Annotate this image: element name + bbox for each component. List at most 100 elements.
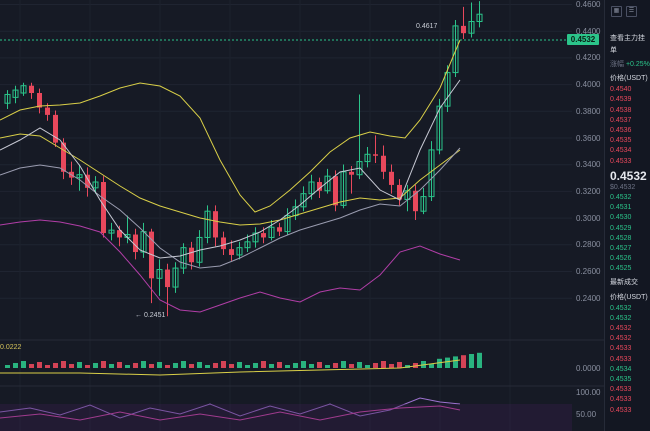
price-axis-label: 0.3000 <box>576 213 601 223</box>
volume-bar <box>317 362 322 368</box>
volume-bar <box>37 362 42 368</box>
price-axis-label: 0.4600 <box>576 0 601 9</box>
volume-bar <box>269 364 274 368</box>
bid-price-row[interactable]: 0.4526 <box>610 255 632 263</box>
price-axis-label: 0.3600 <box>576 133 601 143</box>
price-axis-label: 0.2400 <box>576 293 601 303</box>
price-axis-label: 0.4200 <box>576 53 601 63</box>
volume-bar <box>165 365 170 368</box>
volume-bar <box>229 364 234 368</box>
volume-bar <box>101 361 106 368</box>
low-annotation: ← 0.2451 <box>135 312 166 319</box>
oscillator-fill <box>0 404 572 431</box>
trade-row: 0.4532 <box>610 314 632 322</box>
candle-body <box>476 13 483 23</box>
trade-row: 0.4532 <box>610 304 632 312</box>
order-book-header[interactable]: 查看主力挂单 <box>610 35 645 54</box>
bid-price-row[interactable]: 0.4528 <box>610 234 632 242</box>
price-axis-label: 0.2800 <box>576 240 601 250</box>
ask-price-row[interactable]: 0.4539 <box>610 96 632 104</box>
ask-price-row[interactable]: 0.4534 <box>610 147 632 155</box>
oscillator-line <box>0 397 461 419</box>
candle-body <box>76 174 83 179</box>
order-book-panel: ▦ ☰ 查看主力挂单 涨幅 +0.25% 价格(USDT) 0.4540 0.45… <box>604 0 650 431</box>
candle-body <box>364 153 371 163</box>
bid-price-row[interactable]: 0.4532 <box>610 194 632 202</box>
candle-body <box>284 215 291 233</box>
candle-body <box>37 93 42 108</box>
osc-axis-label-mid: 50.00 <box>576 410 597 419</box>
candle-body <box>413 190 418 212</box>
high-annotation: 0.4617 <box>416 23 438 30</box>
volume-bar <box>77 362 82 368</box>
trade-row: 0.4533 <box>610 396 632 404</box>
volume-bar <box>197 362 202 368</box>
list-icon[interactable]: ☰ <box>626 6 637 17</box>
volume-bar <box>117 362 122 368</box>
candle-body <box>389 171 394 185</box>
candle-body <box>108 229 115 234</box>
bid-price-row[interactable]: 0.4531 <box>610 204 632 212</box>
volume-bar <box>29 364 34 368</box>
current-price-tag: 0.4532 <box>567 34 599 45</box>
volume-bar <box>453 356 458 368</box>
candle-body <box>165 269 170 288</box>
volume-bar <box>157 362 162 368</box>
volume-bar <box>141 361 146 368</box>
volume-ma-line <box>0 359 461 376</box>
candle-body <box>277 227 282 232</box>
trade-row: 0.4535 <box>610 376 632 384</box>
volume-bar <box>373 363 378 368</box>
ask-price-row[interactable]: 0.4538 <box>610 106 632 114</box>
candle-body <box>461 25 466 34</box>
ask-price-row[interactable]: 0.4533 <box>610 157 632 165</box>
candle-body <box>444 72 451 107</box>
volume-bar <box>301 361 306 368</box>
volume-bar <box>149 364 154 368</box>
volume-bar <box>461 355 466 368</box>
volume-bar <box>93 363 98 368</box>
bid-price-row[interactable]: 0.4525 <box>610 265 632 273</box>
volume-bar <box>477 352 482 368</box>
volume-bar <box>173 363 178 368</box>
osc-axis-label-top: 100.00 <box>576 388 601 397</box>
volume-indicator-label: 0.0222 <box>0 344 22 351</box>
volume-bar <box>445 357 450 368</box>
ask-price-row[interactable]: 0.4537 <box>610 116 632 124</box>
volume-bar <box>45 365 50 368</box>
candlestick-chart[interactable] <box>0 0 604 431</box>
volume-bar <box>253 363 258 368</box>
recent-trades-title[interactable]: 最新成交 <box>610 278 638 286</box>
volume-bar <box>133 363 138 368</box>
volume-bar <box>357 362 362 368</box>
ask-price-row[interactable]: 0.4535 <box>610 137 632 145</box>
ask-price-row[interactable]: 0.4536 <box>610 127 632 135</box>
candle-body <box>4 93 11 104</box>
last-price: 0.4532 <box>610 168 647 183</box>
volume-bar <box>181 361 186 368</box>
ask-list: 0.4540 0.4539 0.4538 0.4537 0.4536 0.4535 0.45… <box>605 85 650 167</box>
volume-bar <box>109 364 114 368</box>
candle-body <box>204 210 211 238</box>
grid-icon[interactable]: ▦ <box>611 6 622 17</box>
volume-bar <box>5 365 10 368</box>
price-axis-label: 0.3400 <box>576 160 601 170</box>
candle-body <box>221 237 226 250</box>
bid-price-row[interactable]: 0.4530 <box>610 214 632 222</box>
candle-body <box>101 182 106 234</box>
bid-price-row[interactable]: 0.4527 <box>610 245 632 253</box>
ask-price-row[interactable]: 0.4540 <box>610 86 632 94</box>
trade-row: 0.4533 <box>610 355 632 363</box>
volume-bar <box>309 364 314 368</box>
bid-price-row[interactable]: 0.4529 <box>610 224 632 232</box>
candle-body <box>261 233 266 238</box>
trade-row: 0.4532 <box>610 325 632 333</box>
volume-bar <box>365 365 370 368</box>
candle-body <box>85 174 90 188</box>
candle-body <box>53 114 58 143</box>
volume-bar <box>381 361 386 368</box>
candle-body <box>268 226 275 238</box>
trades-price-header: 价格(USDT) <box>610 293 648 301</box>
candle-body <box>61 142 66 172</box>
candle-body <box>317 182 322 191</box>
